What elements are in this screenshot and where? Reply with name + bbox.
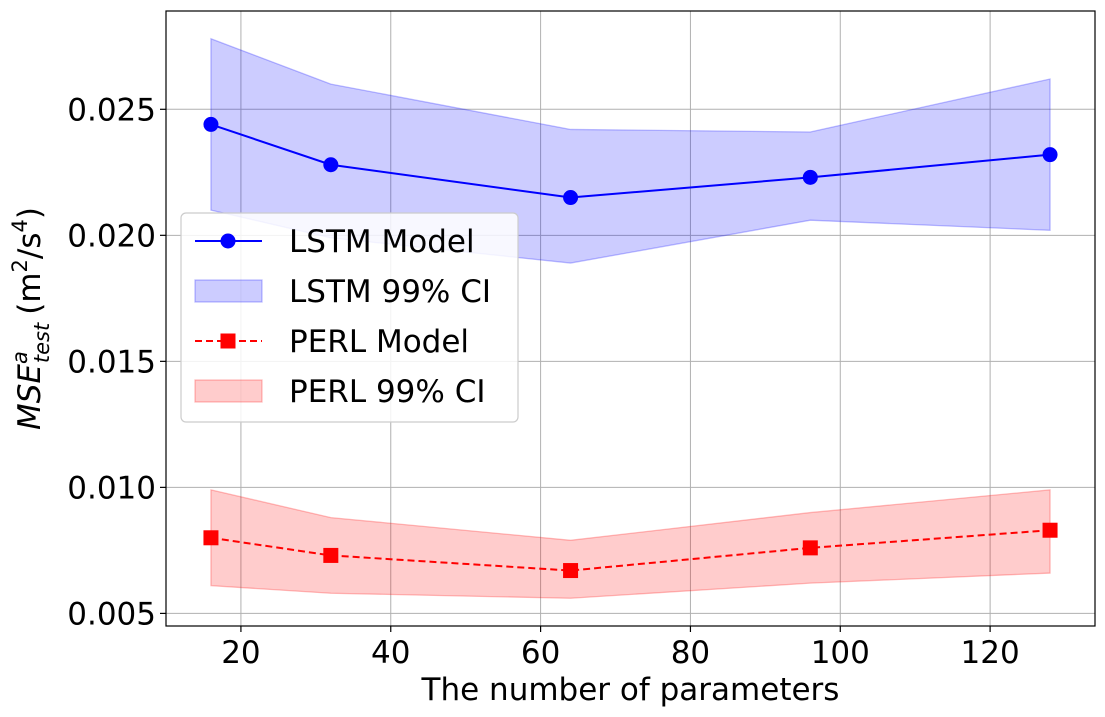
- y-axis-label-base: MSE: [12, 364, 48, 430]
- lstm-model-point: [323, 157, 339, 173]
- y-axis-label-superscript: a: [8, 351, 32, 364]
- legend: LSTM Model LSTM 99% CI PERL Model PERL 99% …: [180, 212, 519, 423]
- legend-box: [180, 212, 519, 423]
- y-tick-label: 0.005: [67, 596, 156, 632]
- y-axis-label-unit-sup2: 4: [8, 219, 32, 232]
- x-tick-label: 80: [671, 635, 710, 671]
- perl-model-point: [203, 530, 219, 546]
- y-axis-label-unit-sup1: 2: [8, 259, 32, 272]
- legend-perl-model-marker: [220, 333, 236, 349]
- y-axis-label-unit-mid: /s: [12, 232, 48, 259]
- x-tick-label: 120: [961, 635, 1020, 671]
- lstm-model-point: [203, 116, 219, 132]
- perl-99-ci-band: [210, 489, 1051, 599]
- legend-lstm-99-ci-label: LSTM 99% CI: [289, 274, 491, 310]
- x-tick-label: 20: [221, 635, 260, 671]
- legend-lstm-model-label: LSTM Model: [289, 224, 475, 260]
- plot-frame: [165, 10, 1096, 627]
- lstm-model-point: [802, 169, 818, 185]
- grid-lines: [166, 11, 1095, 626]
- x-tick-label: 100: [811, 635, 870, 671]
- y-tick-label: 0.015: [67, 344, 156, 380]
- x-axis-label: The number of parameters: [421, 672, 840, 708]
- lstm-model-point: [563, 190, 579, 206]
- series-markers: [203, 116, 1058, 579]
- y-axis-label-subscript: test: [30, 322, 54, 363]
- axis-ticks: 20 40 60 80 100 120 0.005 0.010 0.015 0.020 0.025: [67, 92, 1019, 671]
- y-axis-label: MSEatest (m2/s4): [8, 207, 54, 430]
- legend-perl-99-ci-label: PERL 99% CI: [289, 374, 486, 410]
- lstm-model-point: [1042, 147, 1058, 163]
- y-axis-label-unit-suffix: ): [12, 207, 48, 219]
- perl-model-point: [323, 547, 339, 563]
- x-tick-label: 40: [371, 635, 410, 671]
- legend-lstm-99-ci-swatch: [194, 279, 263, 303]
- y-tick-label: 0.020: [67, 218, 156, 254]
- perl-model-point: [563, 563, 579, 579]
- y-tick-label: 0.010: [67, 470, 156, 506]
- x-tick-label: 60: [521, 635, 560, 671]
- legend-lstm-model-marker: [220, 233, 236, 249]
- perl-model-point: [802, 540, 818, 556]
- perl-model-line: [210, 529, 1051, 572]
- legend-perl-model-label: PERL Model: [289, 324, 469, 360]
- perl-model-point: [1042, 522, 1058, 538]
- y-axis-label-unit-prefix: (m: [12, 272, 48, 314]
- legend-perl-99-ci-swatch: [194, 379, 263, 403]
- y-tick-label: 0.025: [67, 92, 156, 128]
